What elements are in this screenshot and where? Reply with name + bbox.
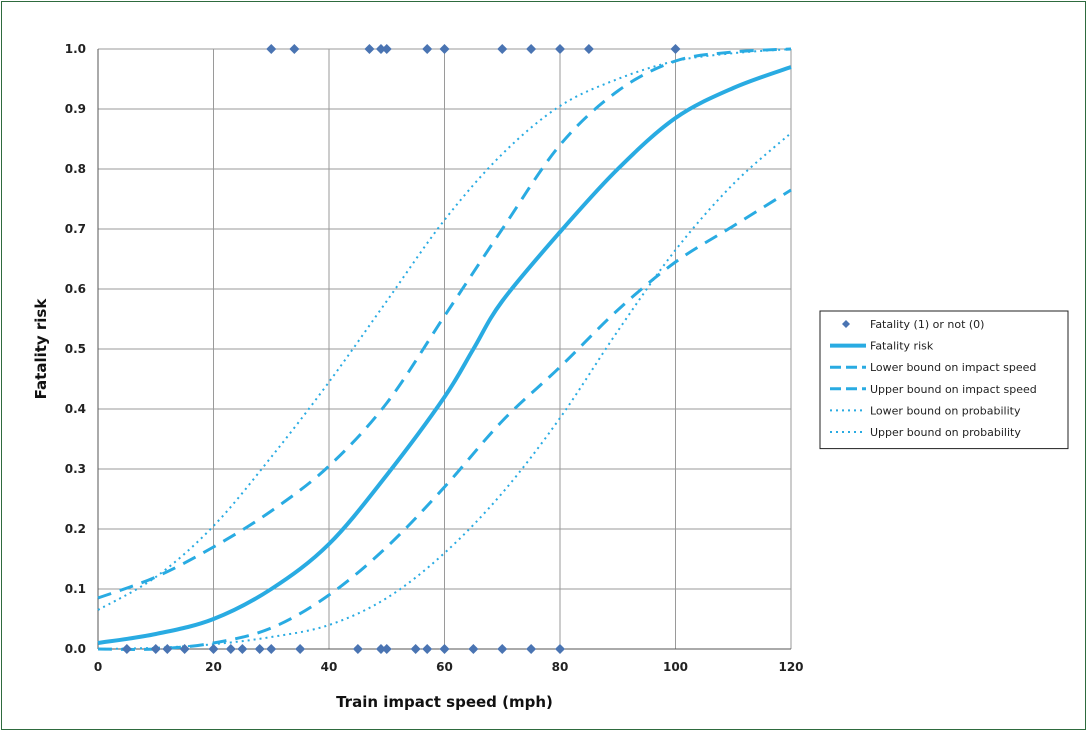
legend-entry: Lower bound on impact speed <box>830 361 1036 374</box>
series-line-4 <box>97 48 792 611</box>
data-point <box>289 44 300 54</box>
series-line-5 <box>97 132 792 650</box>
y-tick-label: 0.4 <box>65 402 86 416</box>
legend-entry: Upper bound on probability <box>830 426 1021 439</box>
legend-entry: Fatality risk <box>830 340 934 353</box>
data-point <box>439 44 450 54</box>
y-tick-label: 1.0 <box>65 42 86 56</box>
data-point <box>526 644 537 654</box>
data-point <box>266 44 277 54</box>
data-point <box>439 644 450 654</box>
y-tick-label: 0.9 <box>65 102 86 116</box>
x-tick-label: 120 <box>778 660 803 674</box>
legend-entry: Lower bound on probability <box>830 404 1021 417</box>
data-point <box>254 644 265 654</box>
x-tick-label: 100 <box>663 660 688 674</box>
series-line-3 <box>97 188 792 651</box>
data-point <box>208 644 219 654</box>
curves <box>97 47 792 651</box>
data-point <box>364 44 375 54</box>
y-tick-label: 0.6 <box>65 282 86 296</box>
legend-label: Lower bound on probability <box>870 404 1021 417</box>
x-tick-label: 40 <box>321 660 338 674</box>
data-point <box>422 44 433 54</box>
series-line-1 <box>97 65 792 645</box>
data-point <box>555 44 565 54</box>
data-point <box>375 644 386 654</box>
data-point <box>237 644 248 654</box>
data-points <box>121 44 681 654</box>
data-point <box>375 44 386 54</box>
y-tick-label: 0.1 <box>65 582 86 596</box>
legend: Fatality (1) or not (0) Fatality risk Lowe… <box>819 310 1069 450</box>
data-point <box>583 44 594 54</box>
data-point <box>225 644 236 654</box>
data-point <box>497 644 508 654</box>
data-point <box>497 44 508 54</box>
legend-label: Fatality risk <box>870 340 934 353</box>
y-axis-title: Fatality risk <box>32 298 50 400</box>
data-point <box>381 644 392 654</box>
grid <box>97 48 792 650</box>
x-tick-label: 20 <box>205 660 222 674</box>
y-tick-label: 0.3 <box>65 462 86 476</box>
x-tick-label: 0 <box>94 660 102 674</box>
y-tick-label: 0.2 <box>65 522 86 536</box>
legend-entry: Upper bound on impact speed <box>830 383 1037 396</box>
data-point <box>179 644 190 654</box>
x-tick-label: 80 <box>552 660 569 674</box>
data-point <box>670 44 681 54</box>
y-tick-label: 0.8 <box>65 162 86 176</box>
data-point <box>526 44 537 54</box>
legend-entry: Fatality (1) or not (0) <box>842 318 984 331</box>
data-point <box>162 644 173 654</box>
legend-label: Upper bound on probability <box>870 426 1021 439</box>
data-point <box>555 644 565 654</box>
y-tick-label: 0.7 <box>65 222 86 236</box>
data-point <box>266 644 277 654</box>
data-point <box>150 644 161 654</box>
legend-label: Lower bound on impact speed <box>870 361 1036 374</box>
legend-marker <box>842 320 850 328</box>
data-point <box>352 644 363 654</box>
legend-label: Fatality (1) or not (0) <box>870 318 984 331</box>
data-point <box>410 644 421 654</box>
legend-box <box>819 310 1069 450</box>
legend-label: Upper bound on impact speed <box>870 383 1037 396</box>
data-point <box>422 644 433 654</box>
y-tick-label: 0.0 <box>65 642 86 656</box>
data-point <box>295 644 306 654</box>
y-tick-labels: 0.0 0.1 0.2 0.3 0.4 0.5 0.6 0.7 0.8 0.9 1.0 <box>65 42 86 656</box>
y-tick-label: 0.5 <box>65 342 86 356</box>
data-point <box>381 44 392 54</box>
x-tick-labels: 0 20 40 60 80 100 120 <box>94 660 804 674</box>
x-axis-title: Train impact speed (mph) <box>336 693 553 711</box>
data-point <box>468 644 479 654</box>
x-tick-label: 60 <box>436 660 453 674</box>
data-point <box>121 644 132 654</box>
